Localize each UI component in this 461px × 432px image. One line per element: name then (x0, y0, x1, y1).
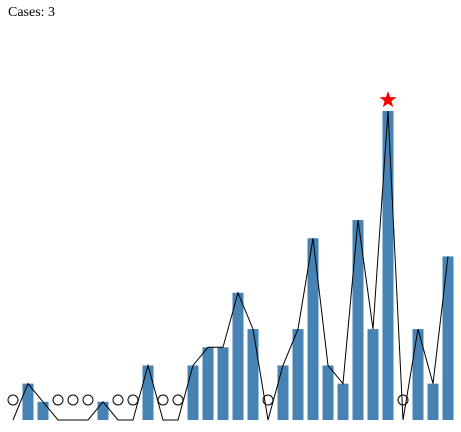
bar (412, 329, 424, 420)
bar (277, 365, 289, 420)
zero-marker (157, 394, 169, 406)
zero-marker (172, 394, 184, 406)
zero-marker (67, 394, 79, 406)
max-star (379, 91, 397, 108)
zero-marker (127, 394, 139, 406)
trend-line (12, 110, 449, 421)
zero-marker (52, 394, 64, 406)
bar (382, 111, 394, 420)
zero-marker (397, 394, 409, 406)
chart-title: Cases: 3 (8, 5, 55, 20)
bar (97, 401, 109, 420)
bar (217, 347, 229, 420)
zero-marker (112, 394, 124, 406)
bar (187, 365, 199, 420)
bar (352, 220, 364, 420)
zero-marker (7, 394, 19, 406)
bar (427, 383, 439, 420)
zero-marker (82, 394, 94, 406)
bar (37, 401, 49, 420)
bar (22, 383, 34, 420)
bar (292, 329, 304, 420)
bar (247, 329, 259, 420)
bar (202, 347, 214, 420)
bar (322, 365, 334, 420)
bar (232, 292, 244, 420)
bar (307, 238, 319, 420)
bar (367, 329, 379, 420)
bar (337, 383, 349, 420)
bar (442, 256, 454, 420)
bar (142, 365, 154, 420)
